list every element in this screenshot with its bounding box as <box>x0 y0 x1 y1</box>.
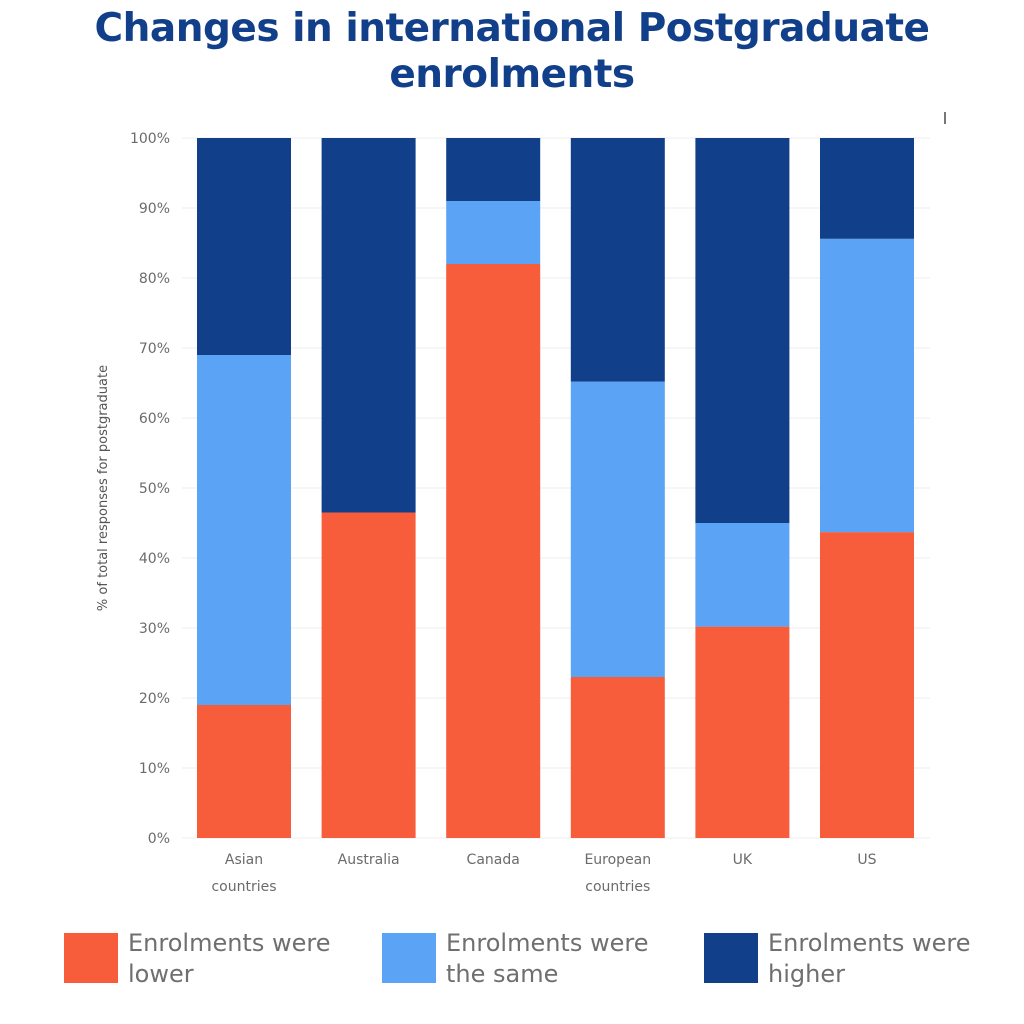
bar-segment <box>570 677 665 838</box>
x-tick-label: Canada <box>467 852 520 868</box>
legend-label-higher-line-1: Enrolments were <box>768 929 971 957</box>
y-tick-label: 80% <box>139 271 170 287</box>
x-tick-label: countries <box>211 879 276 895</box>
legend-swatch-same <box>382 933 436 983</box>
legend-swatch-higher <box>704 933 758 983</box>
x-tick-label: Asian <box>225 852 263 868</box>
bar-segment <box>446 138 541 201</box>
bar-segment <box>570 381 665 677</box>
bar-segment <box>197 138 291 355</box>
y-axis-label: % of total responses for postgraduate <box>96 365 111 611</box>
legend-label-higher: Enrolments were higher <box>768 928 988 990</box>
bar-segment <box>820 238 914 533</box>
bar-segment <box>820 138 914 239</box>
x-tick-label: European <box>584 852 651 868</box>
bar-segment <box>695 523 790 627</box>
legend-label-same-line-1: Enrolments were <box>446 929 649 957</box>
legend-label-higher-line-2: higher <box>768 960 845 988</box>
legend-label-same: Enrolments were the same <box>446 928 666 990</box>
bar-segment <box>321 512 416 838</box>
y-tick-label: 20% <box>139 691 170 707</box>
y-tick-label: 50% <box>139 481 170 497</box>
y-tick-label: 90% <box>139 201 170 217</box>
y-tick-label: 100% <box>130 131 170 147</box>
bar-segment <box>446 201 541 264</box>
legend-label-lower-line-1: Enrolments were <box>128 929 331 957</box>
x-tick-label: UK <box>733 852 753 868</box>
legend-label-lower-line-2: lower <box>128 960 194 988</box>
legend-swatch-lower <box>64 933 118 983</box>
bar-segment <box>570 138 665 382</box>
legend-item-lower: Enrolments were lower <box>64 928 348 992</box>
x-tick-label: Australia <box>338 852 400 868</box>
legend-item-higher: Enrolments were higher <box>704 928 988 992</box>
legend-item-same: Enrolments were the same <box>382 928 666 992</box>
chart-title-line-2: enrolments <box>389 52 635 97</box>
y-tick-label: 30% <box>139 621 170 637</box>
bar-segment <box>446 264 541 838</box>
x-tick-label: countries <box>585 879 650 895</box>
bar-segment <box>197 355 291 705</box>
chart-title: Changes in international Postgraduate en… <box>0 6 1024 98</box>
cursor-mark <box>944 112 946 124</box>
legend-label-lower: Enrolments were lower <box>128 928 348 990</box>
y-tick-label: 70% <box>139 341 170 357</box>
y-tick-label: 10% <box>139 761 170 777</box>
bar-segment <box>197 705 291 838</box>
x-tick-label: US <box>857 852 876 868</box>
bar-segment <box>820 532 914 838</box>
bar-segment <box>695 138 790 523</box>
legend-label-same-line-2: the same <box>446 960 559 988</box>
chart-title-line-1: Changes in international Postgraduate <box>94 6 930 51</box>
bar-segment <box>321 138 416 513</box>
y-tick-label: 0% <box>148 831 170 847</box>
bar-segment <box>695 626 790 838</box>
y-tick-label: 40% <box>139 551 170 567</box>
y-tick-label: 60% <box>139 411 170 427</box>
